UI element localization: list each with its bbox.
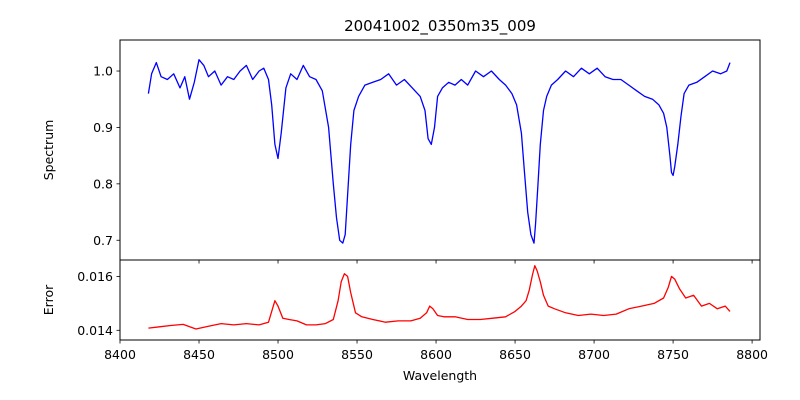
- error-ytick-label-1: 0.016: [77, 269, 113, 284]
- spectrum-ylabel: Spectrum: [41, 120, 56, 181]
- error-xtick-label-6: 8700: [578, 347, 610, 362]
- error-series-line-0: [148, 265, 731, 330]
- spectrum-ytick-label-1: 0.8: [93, 176, 113, 191]
- error-xtick-label-4: 8600: [420, 347, 452, 362]
- spectrum-ytick-label-3: 1.0: [93, 64, 113, 79]
- spectrum-series-line-0: [147, 59, 731, 244]
- spectrum-ytick-label-0: 0.7: [93, 233, 113, 248]
- error-axes-frame: [119, 259, 761, 341]
- error-xtick-label-5: 8650: [499, 347, 531, 362]
- error-ylabel: Error: [41, 284, 56, 315]
- error-ytick-label-0: 0.014: [77, 323, 113, 338]
- error-xtick-label-3: 8550: [341, 347, 373, 362]
- error-panel: 8400 8450 8500 8550 8600 8650 8700 8750 8800 0.01…: [41, 259, 768, 383]
- error-xtick-label-7: 8750: [657, 347, 689, 362]
- error-xlabel: Wavelength: [403, 368, 477, 383]
- error-xtick-label-2: 8500: [262, 347, 294, 362]
- error-xtick-label-1: 8450: [183, 347, 215, 362]
- error-xtick-label-8: 8800: [736, 347, 768, 362]
- spectrum-ytick-label-2: 0.9: [93, 120, 113, 135]
- chart-title: 20041002_0350m35_009: [344, 17, 536, 36]
- error-xtick-label-0: 8400: [104, 347, 136, 362]
